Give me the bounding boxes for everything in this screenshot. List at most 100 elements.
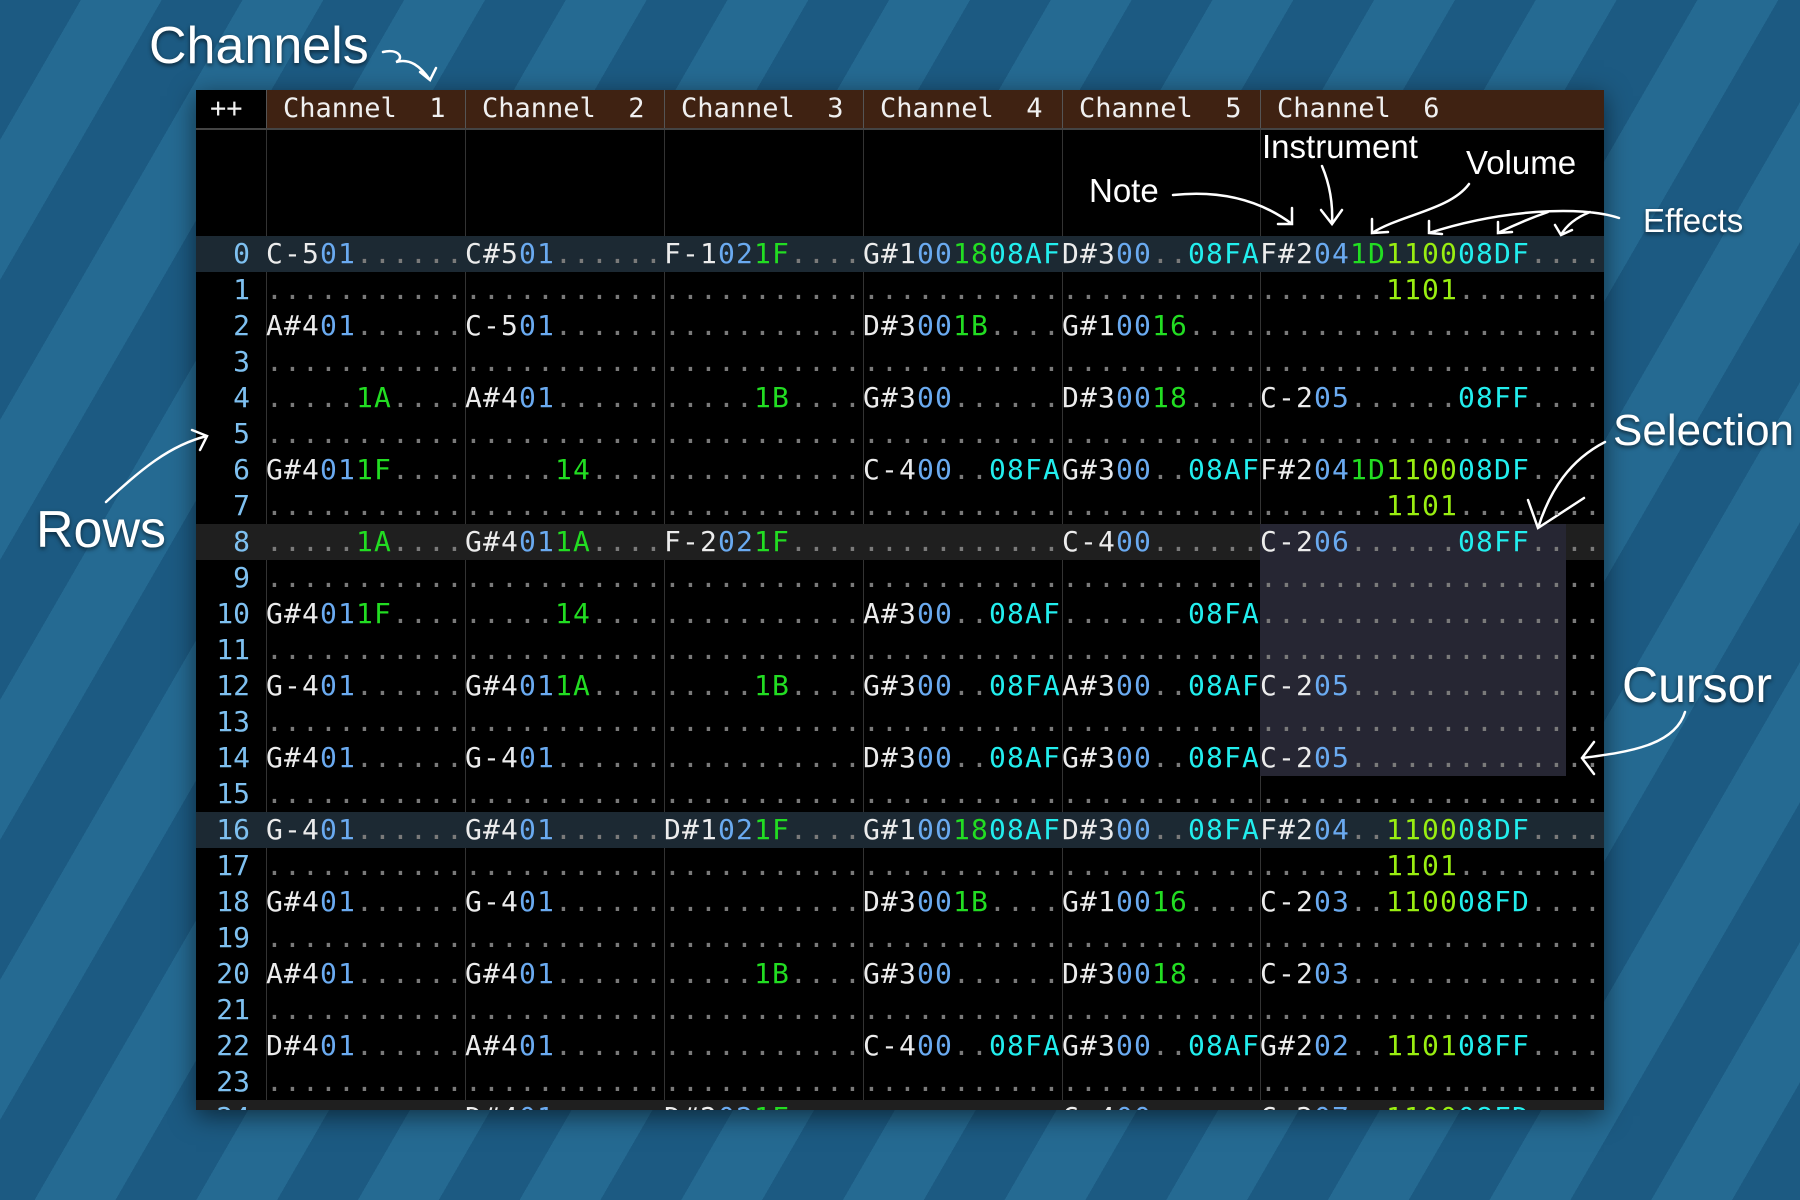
channel-4-cell[interactable]: ........... — [863, 704, 1062, 740]
pattern-row[interactable]: 1.......................................… — [196, 272, 1604, 308]
channel-1-cell[interactable]: ........... — [266, 560, 465, 596]
channel-3-cell[interactable]: D#2021F.... — [664, 1100, 863, 1110]
channel-4-cell[interactable]: ........... — [863, 920, 1062, 956]
channel-3-cell[interactable]: ........... — [664, 884, 863, 920]
channel-5-cell[interactable]: D#300..08FA — [1062, 812, 1260, 848]
pattern-row[interactable]: 8 .....1A.... G#4011A.... F-2021F..........… — [196, 524, 1604, 560]
channel-4-cell[interactable]: C-400..08FA — [863, 1028, 1062, 1064]
channel-5-cell[interactable]: G#10016.... — [1062, 308, 1260, 344]
channel-1-cell[interactable]: D#401...... — [266, 1028, 465, 1064]
channel-header-4[interactable]: Channel 4 — [863, 90, 1062, 128]
pattern-row[interactable]: 24...........D#401......D#2021F.........… — [196, 1100, 1604, 1110]
channel-2-cell[interactable]: ........... — [465, 344, 664, 380]
channel-1-cell[interactable]: ........... — [266, 344, 465, 380]
channel-2-cell[interactable]: G#401...... — [465, 812, 664, 848]
channel-1-cell[interactable]: ........... — [266, 488, 465, 524]
channel-3-cell[interactable]: ........... — [664, 740, 863, 776]
channel-5-cell[interactable]: .......08FA — [1062, 596, 1260, 632]
channel-6-cell[interactable]: ................... — [1260, 596, 1604, 632]
channel-3-cell[interactable]: ........... — [664, 632, 863, 668]
channel-1-cell[interactable]: G#401...... — [266, 884, 465, 920]
pattern-row[interactable]: 20 A#401...... G#401...... .....1B.... G#300… — [196, 956, 1604, 992]
pattern-row[interactable]: 5.......................................… — [196, 416, 1604, 452]
channel-3-cell[interactable]: ........... — [664, 596, 863, 632]
channel-5-cell[interactable]: ........... — [1062, 704, 1260, 740]
channel-3-cell[interactable]: ........... — [664, 452, 863, 488]
channel-4-cell[interactable]: ........... — [863, 524, 1062, 560]
channel-2-cell[interactable]: G-401...... — [465, 740, 664, 776]
channel-2-cell[interactable]: A#401...... — [465, 1028, 664, 1064]
pattern-row[interactable]: 14 G#401...... G-401................. D#300… — [196, 740, 1604, 776]
channel-2-cell[interactable]: G#4011A.... — [465, 668, 664, 704]
channel-3-cell[interactable]: F-1021F.... — [664, 236, 863, 272]
channel-5-cell[interactable]: ........... — [1062, 776, 1260, 812]
channel-header-2[interactable]: Channel 2 — [465, 90, 664, 128]
pattern-row[interactable]: 12 G-401...... G#4011A.... .....1B.... G#300… — [196, 668, 1604, 704]
pattern-row[interactable]: 23......................................… — [196, 1064, 1604, 1100]
channel-6-cell[interactable]: .......1101........ — [1260, 272, 1604, 308]
channel-6-cell[interactable]: C-203..110008FD.... — [1260, 884, 1604, 920]
channel-4-cell[interactable]: G#300...... — [863, 380, 1062, 416]
channel-6-cell[interactable]: G#202..110108FF.... — [1260, 1028, 1604, 1064]
channel-6-cell[interactable]: C-205.............. — [1260, 668, 1604, 704]
channel-1-cell[interactable]: ........... — [266, 920, 465, 956]
channel-4-cell[interactable]: G#300...... — [863, 956, 1062, 992]
channel-5-cell[interactable]: G#300..08AF — [1062, 452, 1260, 488]
channel-5-cell[interactable]: ........... — [1062, 344, 1260, 380]
channel-1-cell[interactable]: G#4011F.... — [266, 596, 465, 632]
channel-1-cell[interactable]: ........... — [266, 848, 465, 884]
pattern-row[interactable]: 7.......................................… — [196, 488, 1604, 524]
pattern-row[interactable]: 4 .....1A.... A#401...... .....1B.... G#300.… — [196, 380, 1604, 416]
channel-3-cell[interactable]: ........... — [664, 1028, 863, 1064]
channel-6-cell[interactable]: ................... — [1260, 992, 1604, 1028]
channel-5-cell[interactable]: G#300..08AF — [1062, 1028, 1260, 1064]
channel-1-cell[interactable]: G#401...... — [266, 740, 465, 776]
channel-2-cell[interactable]: ........... — [465, 416, 664, 452]
channel-header-5[interactable]: Channel 5 — [1062, 90, 1260, 128]
channel-header-6[interactable]: Channel 6 — [1260, 90, 1604, 128]
channel-3-cell[interactable]: .....1B.... — [664, 956, 863, 992]
channel-5-cell[interactable]: D#300..08FA — [1062, 236, 1260, 272]
channel-5-cell[interactable]: ........... — [1062, 992, 1260, 1028]
channel-5-cell[interactable]: ........... — [1062, 632, 1260, 668]
channel-6-cell[interactable]: ................... — [1260, 416, 1604, 452]
pattern-row[interactable]: 21......................................… — [196, 992, 1604, 1028]
channel-5-cell[interactable]: D#30018.... — [1062, 956, 1260, 992]
pattern-row[interactable]: 18 G#401...... G-401................. D#300… — [196, 884, 1604, 920]
channel-4-cell[interactable]: C-400..08FA — [863, 452, 1062, 488]
channel-3-cell[interactable]: ........... — [664, 848, 863, 884]
channel-2-cell[interactable]: .....14.... — [465, 452, 664, 488]
channel-4-cell[interactable]: ........... — [863, 1064, 1062, 1100]
channel-3-cell[interactable]: ........... — [664, 308, 863, 344]
pattern-row[interactable]: 11......................................… — [196, 632, 1604, 668]
channel-1-cell[interactable]: .....1A.... — [266, 524, 465, 560]
channel-4-cell[interactable]: ........... — [863, 416, 1062, 452]
channel-1-cell[interactable]: G#4011F.... — [266, 452, 465, 488]
channel-6-cell[interactable]: C-205.............. — [1260, 740, 1604, 776]
channel-6-cell[interactable]: ................... — [1260, 560, 1604, 596]
channel-5-cell[interactable]: ........... — [1062, 488, 1260, 524]
channel-1-cell[interactable]: G-401...... — [266, 812, 465, 848]
channel-2-cell[interactable]: ........... — [465, 560, 664, 596]
channel-5-cell[interactable]: C-400...... — [1062, 524, 1260, 560]
channel-6-cell[interactable]: C-203.............. — [1260, 956, 1604, 992]
channel-6-cell[interactable]: C-307..110008FD.... — [1260, 1100, 1604, 1110]
channel-3-cell[interactable]: ........... — [664, 272, 863, 308]
channel-4-cell[interactable]: D#3001B.... — [863, 308, 1062, 344]
channel-1-cell[interactable]: ........... — [266, 704, 465, 740]
channel-1-cell[interactable]: ........... — [266, 1100, 465, 1110]
channel-1-cell[interactable]: ........... — [266, 632, 465, 668]
pattern-row[interactable]: 3.......................................… — [196, 344, 1604, 380]
channel-2-cell[interactable]: ........... — [465, 920, 664, 956]
channel-3-cell[interactable]: D#1021F.... — [664, 812, 863, 848]
channel-3-cell[interactable]: ........... — [664, 704, 863, 740]
channel-2-cell[interactable]: ........... — [465, 1064, 664, 1100]
channel-3-cell[interactable]: ........... — [664, 560, 863, 596]
channel-1-cell[interactable]: ........... — [266, 416, 465, 452]
channel-4-cell[interactable]: ........... — [863, 344, 1062, 380]
channel-4-cell[interactable]: D#3001B.... — [863, 884, 1062, 920]
channel-2-cell[interactable]: ........... — [465, 776, 664, 812]
channel-4-cell[interactable]: ........... — [863, 848, 1062, 884]
channel-5-cell[interactable]: A#300..08AF — [1062, 668, 1260, 704]
channel-5-cell[interactable]: ........... — [1062, 920, 1260, 956]
